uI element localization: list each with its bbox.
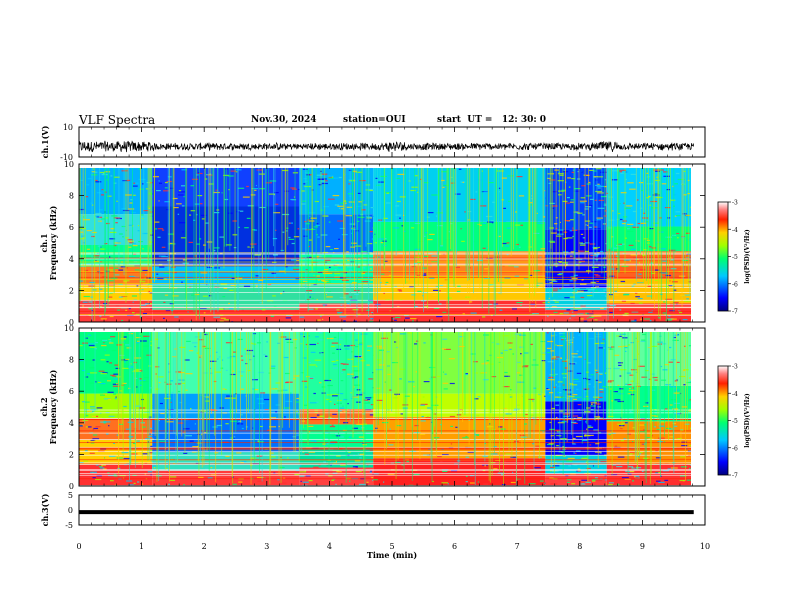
ch1-ytick-label: -10 [60, 153, 73, 162]
date-label: Nov.30, 2024 [251, 115, 317, 125]
spectrogram-ch1-channel-label: ch.1 [39, 233, 49, 252]
ch1-waveform-ylabel: ch.1(V) [40, 125, 50, 158]
spectrogram-ch2-ytick-label: 0 [69, 482, 74, 491]
ch3-ytick-label: -5 [65, 521, 73, 530]
ch1-waveform-line [78, 140, 695, 153]
spectrogram-ch2-ytick-label: 4 [69, 419, 74, 428]
spectrogram-ch1-colorbar-tick: -6 [732, 281, 738, 288]
spectrogram-ch2-ytick-label: 10 [64, 324, 74, 333]
x-tick-label: 2 [202, 542, 207, 551]
spectrogram-ch1-ylabel: Frequency (kHz) [48, 205, 58, 280]
spectrogram-ch1-ytick-label: 10 [64, 160, 74, 169]
x-tick-label: 1 [139, 542, 144, 551]
start-time-label: start UT = 12: 30: 0 [437, 115, 547, 125]
x-tick-label: 0 [76, 542, 81, 551]
spectrogram-ch1-ytick-label: 2 [69, 286, 74, 295]
ch3-waveform-ylabel: ch.3(V) [40, 493, 50, 526]
ch1-ytick-label: 10 [63, 123, 73, 132]
x-tick-label: 9 [640, 542, 645, 551]
spectrogram-ch1-colorbar-tick: -4 [732, 227, 738, 234]
x-tick-label: 8 [577, 542, 582, 551]
x-tick-label: 6 [452, 542, 457, 551]
spectrogram-ch2-colorbar [717, 365, 729, 476]
spectrogram-ch1-ytick-label: 4 [69, 255, 74, 264]
x-tick-label: 7 [515, 542, 520, 551]
spectrogram-ch2-colorbar-tick: -4 [732, 391, 738, 398]
spectrogram-ch2-image [79, 332, 691, 486]
chart-title: VLF Spectra [79, 113, 156, 127]
spectrogram-ch2-colorbar-tick: -7 [732, 473, 738, 480]
spectrogram-ch2-colorbar-tick: -3 [732, 364, 738, 371]
spectrogram-ch1-ytick-label: 6 [69, 223, 74, 232]
x-tick-label: 3 [264, 542, 269, 551]
spectrogram-ch1-colorbar [717, 201, 729, 312]
spectrogram-ch1-image [79, 168, 691, 322]
x-axis-label: Time (min) [367, 550, 417, 560]
spectrogram-ch2-colorbar-tick: -5 [732, 418, 738, 425]
x-tick-label: 10 [700, 542, 710, 551]
ch3-ytick-label: 5 [68, 491, 73, 500]
spectrogram-ch2-colorbar-tick: -6 [732, 445, 738, 452]
spectrogram-ch1-colorbar-label: log(PSD)(V²/Hz) [744, 229, 751, 284]
x-tick-label: 4 [327, 542, 332, 551]
spectrogram-ch2-colorbar-label: log(PSD)(V²/Hz) [744, 393, 751, 448]
station-label: station=OUI [343, 115, 406, 125]
spectrogram-ch1-colorbar-tick: -5 [732, 254, 738, 261]
spectrogram-ch1-colorbar-tick: -7 [732, 309, 738, 316]
ch3-ytick-label: 0 [68, 506, 73, 515]
spectrogram-ch1-ytick-label: 8 [69, 192, 74, 201]
spectrogram-ch2-ylabel: Frequency (kHz) [48, 369, 58, 444]
spectrogram-ch2-channel-label: ch.2 [39, 397, 49, 416]
spectrogram-ch2-ytick-label: 2 [69, 450, 74, 459]
x-tick-label: 5 [389, 542, 394, 551]
spectrogram-ch1-ytick-label: 0 [69, 318, 74, 327]
spectrogram-ch2-ytick-label: 6 [69, 387, 74, 396]
spectrogram-ch1-colorbar-tick: -3 [732, 200, 738, 207]
spectrogram-ch2-ytick-label: 8 [69, 356, 74, 365]
